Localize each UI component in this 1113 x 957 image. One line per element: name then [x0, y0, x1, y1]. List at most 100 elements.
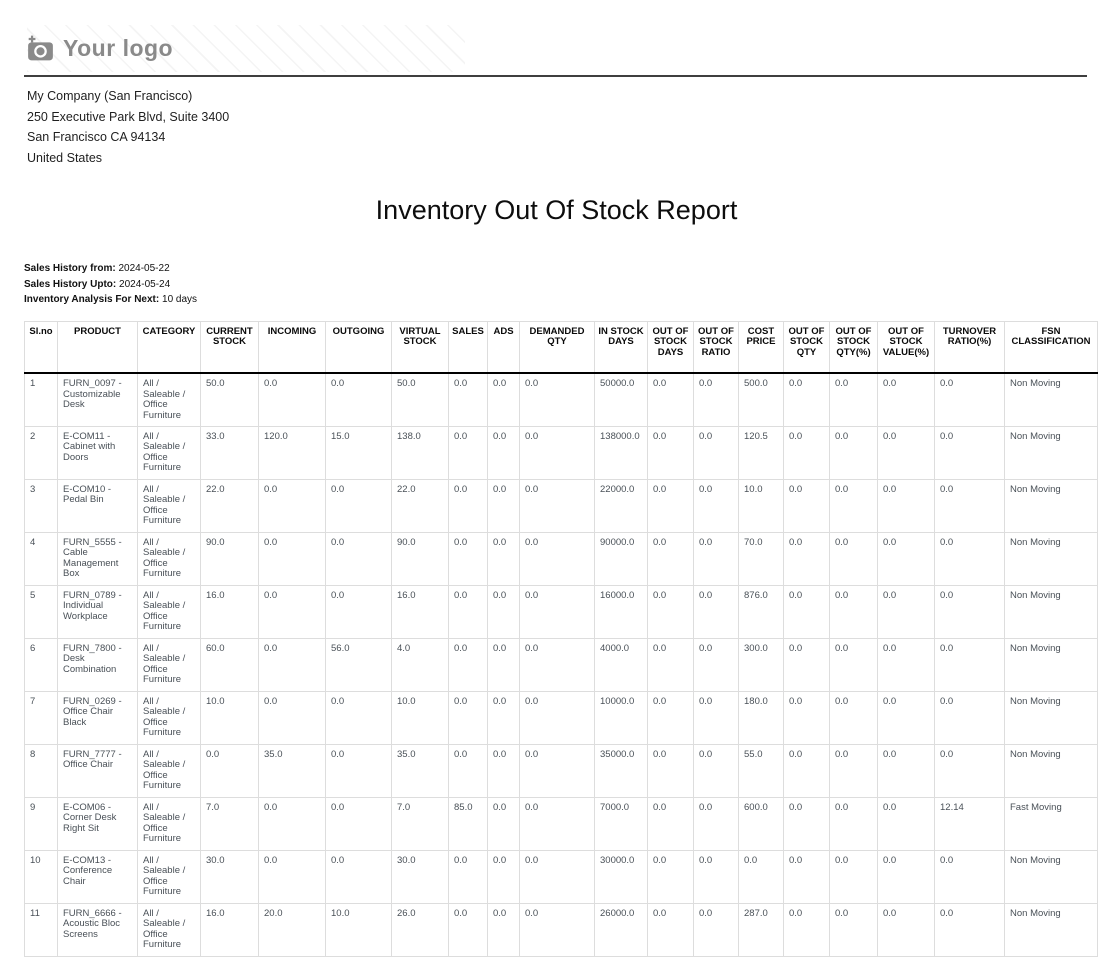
table-cell: 4.0 [391, 638, 449, 691]
table-cell: 0.0 [519, 479, 595, 532]
table-cell: 10 [24, 850, 58, 903]
table-cell: 0.0 [693, 479, 739, 532]
table-cell: 0.0 [647, 532, 694, 585]
table-cell: 0.0 [783, 797, 830, 850]
table-row: 6 FURN_7800 - Desk Combination All / Salea… [24, 638, 1098, 691]
table-cell: 0.0 [647, 585, 694, 638]
table-cell: Non Moving [1004, 426, 1098, 479]
table-row: 10 E-COM13 - Conference Chair All / Saleab… [24, 850, 1098, 903]
table-cell: 0.0 [783, 638, 830, 691]
table-cell: Non Moving [1004, 744, 1098, 797]
table-row: 2 E-COM11 - Cabinet with Doors All / Salea… [24, 426, 1098, 479]
table-cell: Non Moving [1004, 638, 1098, 691]
table-cell: 0.0 [487, 532, 520, 585]
table-cell: 0.0 [519, 744, 595, 797]
table-cell: 10000.0 [594, 691, 648, 744]
table-row: 5 FURN_0789 - Individual Workplace All / S… [24, 585, 1098, 638]
table-cell: 138000.0 [594, 426, 648, 479]
meta-sales-history-from: Sales History from: 2024-05-22 [24, 261, 1113, 277]
table-cell: E-COM11 - Cabinet with Doors [57, 426, 138, 479]
table-cell: 0.0 [783, 479, 830, 532]
table-cell: 0.0 [519, 585, 595, 638]
table-cell: 0.0 [934, 744, 1005, 797]
table-cell: 16.0 [391, 585, 449, 638]
table-cell: 0.0 [829, 744, 878, 797]
table-cell: 0.0 [325, 744, 392, 797]
meta-value: 2024-05-24 [119, 278, 171, 290]
table-cell: Non Moving [1004, 691, 1098, 744]
table-cell: 0.0 [448, 638, 488, 691]
table-cell: 8 [24, 744, 58, 797]
table-cell: 0.0 [693, 797, 739, 850]
column-header: VIRTUAL STOCK [391, 321, 449, 373]
table-cell: 0.0 [877, 744, 935, 797]
table-cell: 35000.0 [594, 744, 648, 797]
table-cell: 30.0 [391, 850, 449, 903]
table-cell: 876.0 [738, 585, 784, 638]
table-cell: 5 [24, 585, 58, 638]
table-cell: All / Saleable / Office Furniture [137, 638, 201, 691]
table-cell: 0.0 [448, 585, 488, 638]
table-cell: 0.0 [829, 638, 878, 691]
table-cell: 287.0 [738, 903, 784, 956]
table-cell: 0.0 [693, 903, 739, 956]
column-header: INCOMING [258, 321, 326, 373]
column-header: PRODUCT [57, 321, 138, 373]
table-cell: All / Saleable / Office Furniture [137, 691, 201, 744]
table-cell: 12.14 [934, 797, 1005, 850]
column-header: CURRENT STOCK [200, 321, 259, 373]
table-cell: 0.0 [647, 479, 694, 532]
table-cell: FURN_0269 - Office Chair Black [57, 691, 138, 744]
table-cell: 0.0 [519, 691, 595, 744]
table-cell: 0.0 [877, 691, 935, 744]
column-header: ADS [487, 321, 520, 373]
column-header: OUT OF STOCK QTY(%) [829, 321, 878, 373]
table-cell: All / Saleable / Office Furniture [137, 426, 201, 479]
table-cell: 0.0 [829, 479, 878, 532]
table-cell: 0.0 [258, 797, 326, 850]
table-cell: 0.0 [258, 691, 326, 744]
table-cell: 0.0 [487, 744, 520, 797]
table-cell: 22.0 [200, 479, 259, 532]
table-cell: 70.0 [738, 532, 784, 585]
table-cell: FURN_0789 - Individual Workplace [57, 585, 138, 638]
table-cell: 0.0 [693, 850, 739, 903]
table-cell: 0.0 [325, 532, 392, 585]
table-cell: 0.0 [783, 850, 830, 903]
table-cell: 0.0 [829, 532, 878, 585]
table-cell: 0.0 [877, 373, 935, 426]
table-cell: 0.0 [519, 638, 595, 691]
table-cell: FURN_7800 - Desk Combination [57, 638, 138, 691]
table-cell: Non Moving [1004, 585, 1098, 638]
table-cell: 0.0 [258, 479, 326, 532]
table-cell: 0.0 [647, 691, 694, 744]
table-cell: 0.0 [783, 585, 830, 638]
table-cell: 90.0 [200, 532, 259, 585]
table-cell: 0.0 [647, 744, 694, 797]
column-header: OUT OF STOCK QTY [783, 321, 830, 373]
table-cell: 0.0 [829, 850, 878, 903]
table-cell: Non Moving [1004, 850, 1098, 903]
table-cell: All / Saleable / Office Furniture [137, 744, 201, 797]
table-cell: 0.0 [487, 797, 520, 850]
table-cell: 0.0 [693, 426, 739, 479]
table-cell: 0.0 [647, 638, 694, 691]
column-header: DEMANDED QTY [519, 321, 595, 373]
table-cell: 120.5 [738, 426, 784, 479]
table-cell: 0.0 [487, 373, 520, 426]
table-cell: 0.0 [783, 532, 830, 585]
table-cell: 16.0 [200, 903, 259, 956]
table-cell: 4 [24, 532, 58, 585]
table-cell: 0.0 [519, 903, 595, 956]
table-cell: 0.0 [487, 850, 520, 903]
table-cell: 56.0 [325, 638, 392, 691]
table-row: 11 FURN_6666 - Acoustic Bloc Screens All /… [24, 903, 1098, 956]
table-cell: Non Moving [1004, 373, 1098, 426]
table-cell: E-COM06 - Corner Desk Right Sit [57, 797, 138, 850]
table-cell: 0.0 [934, 850, 1005, 903]
table-cell: 0.0 [325, 585, 392, 638]
company-logo: Your logo [27, 25, 465, 72]
table-row: 8 FURN_7777 - Office Chair All / Saleable … [24, 744, 1098, 797]
table-cell: 55.0 [738, 744, 784, 797]
